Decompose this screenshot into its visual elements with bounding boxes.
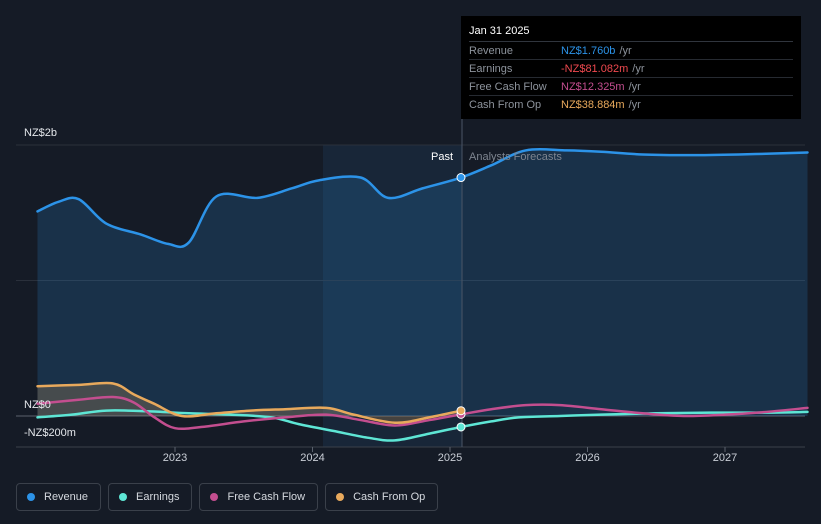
tooltip-value: NZ$38.884m — [561, 98, 625, 111]
tooltip-unit: /yr — [628, 98, 641, 111]
revenue-area — [37, 149, 808, 416]
y-tick-label: NZ$2b — [24, 127, 57, 139]
legend-label: Earnings — [136, 491, 180, 503]
earnings-marker — [456, 422, 466, 432]
x-tick-label: 2025 — [438, 452, 462, 464]
tooltip-row-earnings: Earnings -NZ$81.082m /yr — [469, 60, 793, 78]
legend-item-free-cash-flow[interactable]: Free Cash Flow — [199, 483, 319, 511]
tooltip-value: NZ$1.760b — [561, 44, 616, 57]
legend-item-earnings[interactable]: Earnings — [108, 483, 193, 511]
tooltip-value: NZ$12.325m — [561, 80, 625, 93]
series-lines — [36, 148, 809, 442]
x-tick-label: 2026 — [575, 452, 599, 464]
free-cash-flow-line — [36, 395, 809, 431]
y-tick-label: NZ$0 — [24, 399, 51, 411]
legend: Revenue Earnings Free Cash Flow Cash Fro… — [16, 483, 439, 511]
y-axis-ticks: NZ$2b NZ$0 -NZ$200m — [24, 127, 76, 439]
x-tick-label: 2024 — [300, 452, 324, 464]
legend-label: Cash From Op — [353, 491, 426, 503]
y-tick-label: -NZ$200m — [24, 427, 76, 439]
legend-label: Revenue — [44, 491, 89, 503]
past-label: Past — [431, 151, 453, 163]
tooltip-row-cash-from-op: Cash From Op NZ$38.884m /yr — [469, 96, 793, 113]
tooltip-label: Cash From Op — [469, 98, 542, 111]
cash-from-op-dot-icon — [336, 493, 345, 501]
tooltip-unit: /yr — [628, 80, 641, 93]
cash-from-op-marker — [456, 406, 466, 416]
free-cash-flow-dot-icon — [210, 493, 219, 501]
forecast-label: Analysts Forecasts — [469, 151, 562, 163]
tooltip-value: -NZ$81.082m — [561, 62, 629, 75]
tooltip-unit: /yr — [632, 62, 645, 75]
x-tick-label: 2023 — [163, 452, 187, 464]
tooltip-label: Revenue — [469, 44, 514, 57]
series-fills — [37, 149, 808, 423]
tooltip-label: Earnings — [469, 62, 513, 75]
tooltip-row-free-cash-flow: Free Cash Flow NZ$12.325m /yr — [469, 78, 793, 96]
tooltip-row-revenue: Revenue NZ$1.760b /yr — [469, 42, 793, 60]
revenue-line — [36, 148, 809, 249]
x-axis-ticks: 2023 2024 2025 2026 2027 — [163, 447, 737, 464]
tooltip-label: Free Cash Flow — [469, 80, 547, 93]
tooltip-unit: /yr — [619, 44, 632, 57]
tooltip-panel: Jan 31 2025 Revenue NZ$1.760b /yr Earnin… — [461, 16, 801, 119]
tooltip-date: Jan 31 2025 — [469, 24, 793, 42]
revenue-dot-icon — [27, 493, 35, 501]
legend-item-cash-from-op[interactable]: Cash From Op — [325, 483, 439, 511]
earnings-dot-icon — [119, 493, 128, 501]
cash-from-op-area — [37, 382, 461, 423]
cash-from-op-line — [36, 381, 463, 425]
x-tick-label: 2027 — [713, 452, 737, 464]
highlight-markers — [456, 173, 466, 432]
past-highlight-region — [323, 145, 462, 447]
revenue-marker — [456, 173, 466, 183]
legend-item-revenue[interactable]: Revenue — [16, 483, 102, 511]
legend-label: Free Cash Flow — [227, 491, 306, 503]
